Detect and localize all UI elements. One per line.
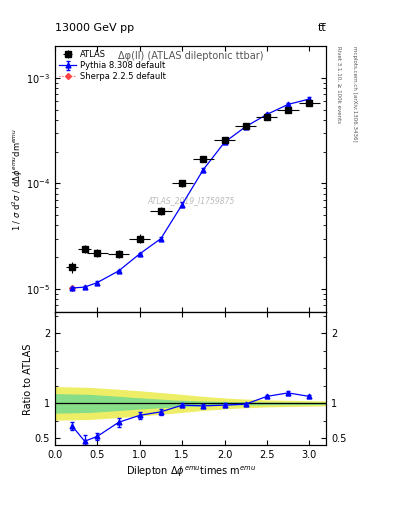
X-axis label: Dilepton $\Delta\phi^{emu}$times m$^{emu}$: Dilepton $\Delta\phi^{emu}$times m$^{emu…	[125, 464, 256, 479]
Y-axis label: 1 / $\sigma$ d$^2\sigma$ / d$\Delta\phi^{emu}$dm$^{emu}$: 1 / $\sigma$ d$^2\sigma$ / d$\Delta\phi^…	[10, 127, 25, 231]
Legend: ATLAS, Pythia 8.308 default, Sherpa 2.2.5 default: ATLAS, Pythia 8.308 default, Sherpa 2.2.…	[57, 49, 167, 83]
Y-axis label: Ratio to ATLAS: Ratio to ATLAS	[24, 343, 33, 415]
Text: ATLAS_2019_I1759875: ATLAS_2019_I1759875	[147, 196, 234, 205]
Text: mcplots.cern.ch [arXiv:1306.3436]: mcplots.cern.ch [arXiv:1306.3436]	[352, 46, 357, 142]
Text: Δφ(ll) (ATLAS dileptonic ttbar): Δφ(ll) (ATLAS dileptonic ttbar)	[118, 51, 263, 61]
Text: tt̅: tt̅	[318, 23, 326, 33]
Text: 13000 GeV pp: 13000 GeV pp	[55, 23, 134, 33]
Text: Rivet 3.1.10, ≥ 100k events: Rivet 3.1.10, ≥ 100k events	[336, 46, 341, 123]
